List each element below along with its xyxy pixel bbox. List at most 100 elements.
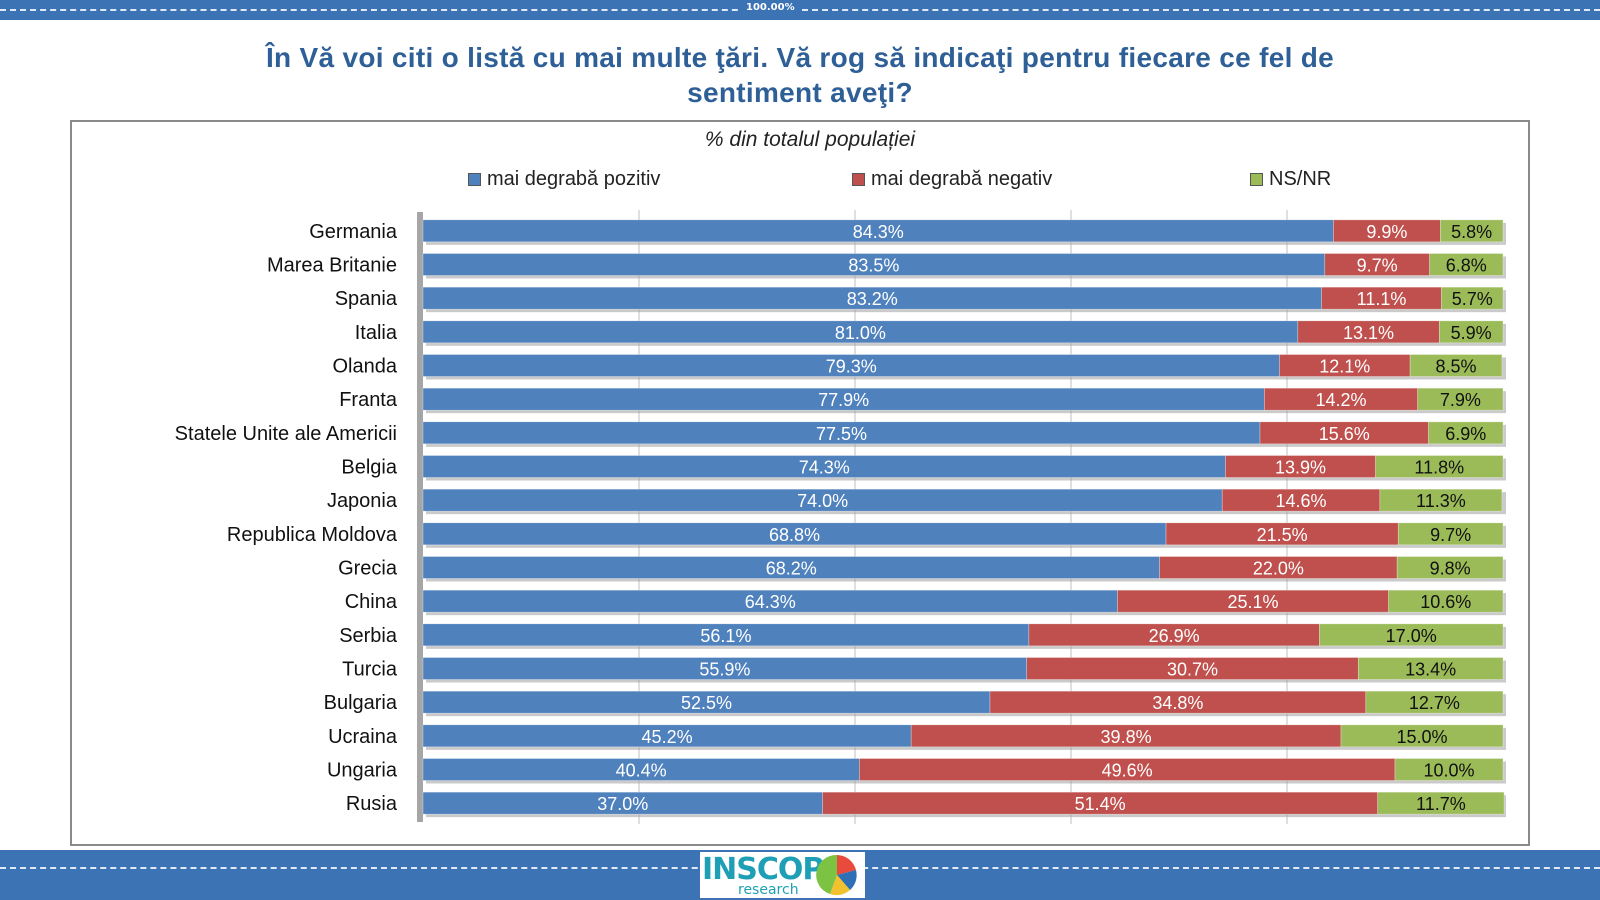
bar-segment (1377, 791, 1505, 815)
bar-value-label: 5.9% (1451, 323, 1492, 343)
category-label: Spania (335, 288, 398, 310)
bar-value-label: 5.8% (1451, 222, 1492, 242)
bar-value-label: 8.5% (1436, 357, 1477, 377)
bar-value-label: 10.6% (1420, 592, 1471, 612)
bar-value-label: 13.1% (1343, 323, 1394, 343)
bar-value-label: 79.3% (826, 357, 877, 377)
category-label: Marea Britanie (267, 255, 397, 277)
bar-value-label: 14.2% (1315, 390, 1366, 410)
category-label: Republica Moldova (227, 524, 398, 546)
bar-value-label: 14.6% (1276, 491, 1327, 511)
category-label: Rusia (346, 793, 398, 815)
legend-swatch-positive (468, 172, 481, 186)
bar-value-label: 17.0% (1386, 626, 1437, 646)
bar-value-label: 12.1% (1319, 357, 1370, 377)
inscop-logo: INSCOP research (700, 852, 865, 898)
bar-value-label: 77.5% (816, 424, 867, 444)
slide-title-line1: În Vă voi citi o listă cu mai multe ţări… (265, 42, 1335, 73)
category-label: Italia (355, 322, 398, 344)
legend-swatch-nsnr (1250, 172, 1263, 186)
bar-segment (1388, 589, 1504, 613)
bar-value-label: 30.7% (1167, 660, 1218, 680)
bar-value-label: 74.3% (799, 458, 850, 478)
logo-sub: research (738, 882, 799, 898)
logo-brand: INSCOP (702, 852, 824, 887)
bar-value-label: 26.9% (1149, 626, 1200, 646)
legend-label-nsnr: NS/NR (1269, 167, 1332, 190)
bar-value-label: 9.7% (1430, 525, 1471, 545)
top-band: 100.00% (0, 0, 1600, 20)
bar-value-label: 74.0% (797, 491, 848, 511)
top-band-label: 100.00% (740, 2, 801, 13)
category-label: Turcia (342, 659, 398, 681)
bar-value-label: 11.3% (1416, 491, 1466, 511)
bar-value-label: 7.9% (1440, 390, 1481, 410)
legend-label-negative: mai degrabă negativ (871, 167, 1053, 190)
bar-value-label: 68.8% (769, 525, 820, 545)
bar-value-label: 83.2% (847, 289, 898, 309)
category-label: Grecia (338, 558, 398, 580)
bar-value-label: 56.1% (700, 626, 751, 646)
bar-value-label: 39.8% (1101, 727, 1152, 747)
category-label: China (345, 591, 398, 613)
bar-value-label: 81.0% (835, 323, 886, 343)
bar-value-label: 11.8% (1414, 458, 1464, 478)
bar-value-label: 21.5% (1257, 525, 1308, 545)
legend-swatch-negative (852, 172, 865, 186)
slide-title-line2: sentiment aveţi? (687, 77, 913, 108)
bar-value-label: 15.0% (1396, 727, 1447, 747)
bar-value-label: 10.0% (1423, 761, 1474, 781)
bar-value-label: 55.9% (699, 660, 750, 680)
category-label: Serbia (339, 625, 398, 647)
bar-value-label: 37.0% (597, 794, 648, 814)
bar-value-label: 51.4% (1075, 794, 1126, 814)
bar-value-label: 13.4% (1405, 660, 1456, 680)
bar-segment (1428, 421, 1504, 445)
bar-segment (1397, 522, 1504, 546)
bar-segment (1340, 724, 1504, 748)
bar-value-label: 49.6% (1102, 761, 1153, 781)
category-label: Ucraina (328, 726, 398, 748)
legend-item-positive: mai degrabă pozitiv (468, 166, 660, 192)
plot-depth-wall (417, 212, 423, 822)
bar-value-label: 9.9% (1366, 222, 1407, 242)
bar-segment (1375, 455, 1504, 478)
legend-item-nsnr: NS/NR (1250, 166, 1331, 192)
plot-area (423, 214, 1503, 820)
bar-segment (1438, 320, 1504, 344)
bar-value-label: 34.8% (1152, 693, 1203, 713)
bar-value-label: 83.5% (848, 256, 899, 276)
bar-value-label: 64.3% (745, 592, 796, 612)
bar-segment (1396, 556, 1504, 579)
category-label: Ungaria (327, 760, 398, 782)
bar-value-label: 6.8% (1446, 256, 1487, 276)
pie-logo-icon (816, 854, 857, 896)
category-label: Germania (309, 221, 398, 243)
bar-segment (1440, 219, 1504, 243)
bar-value-label: 68.2% (766, 559, 817, 579)
category-label: Japonia (327, 490, 398, 512)
bar-segment (1357, 657, 1504, 680)
bar-value-label: 22.0% (1253, 559, 1304, 579)
category-label: Olanda (333, 356, 398, 378)
category-label: Franta (339, 389, 398, 411)
bar-segment (1319, 623, 1504, 647)
bar-segment (1441, 286, 1504, 310)
bar-value-label: 40.4% (616, 761, 667, 781)
category-label: Bulgaria (324, 692, 398, 714)
bar-segment (1379, 488, 1503, 512)
category-label: Belgia (341, 457, 397, 479)
bar-value-label: 11.7% (1416, 794, 1466, 814)
slide-title: În Vă voi citi o listă cu mai multe ţări… (100, 40, 1500, 110)
legend-label-positive: mai degrabă pozitiv (487, 167, 661, 190)
bar-value-label: 6.9% (1445, 424, 1486, 444)
bar-segment (1429, 253, 1504, 276)
category-label: Statele Unite ale Americii (175, 423, 397, 445)
bar-value-label: 84.3% (853, 222, 904, 242)
bar-value-label: 77.9% (818, 390, 869, 410)
bar-value-label: 52.5% (681, 693, 732, 713)
bar-value-label: 25.1% (1227, 592, 1278, 612)
bar-value-label: 12.7% (1409, 693, 1460, 713)
bar-value-label: 9.7% (1357, 256, 1398, 276)
